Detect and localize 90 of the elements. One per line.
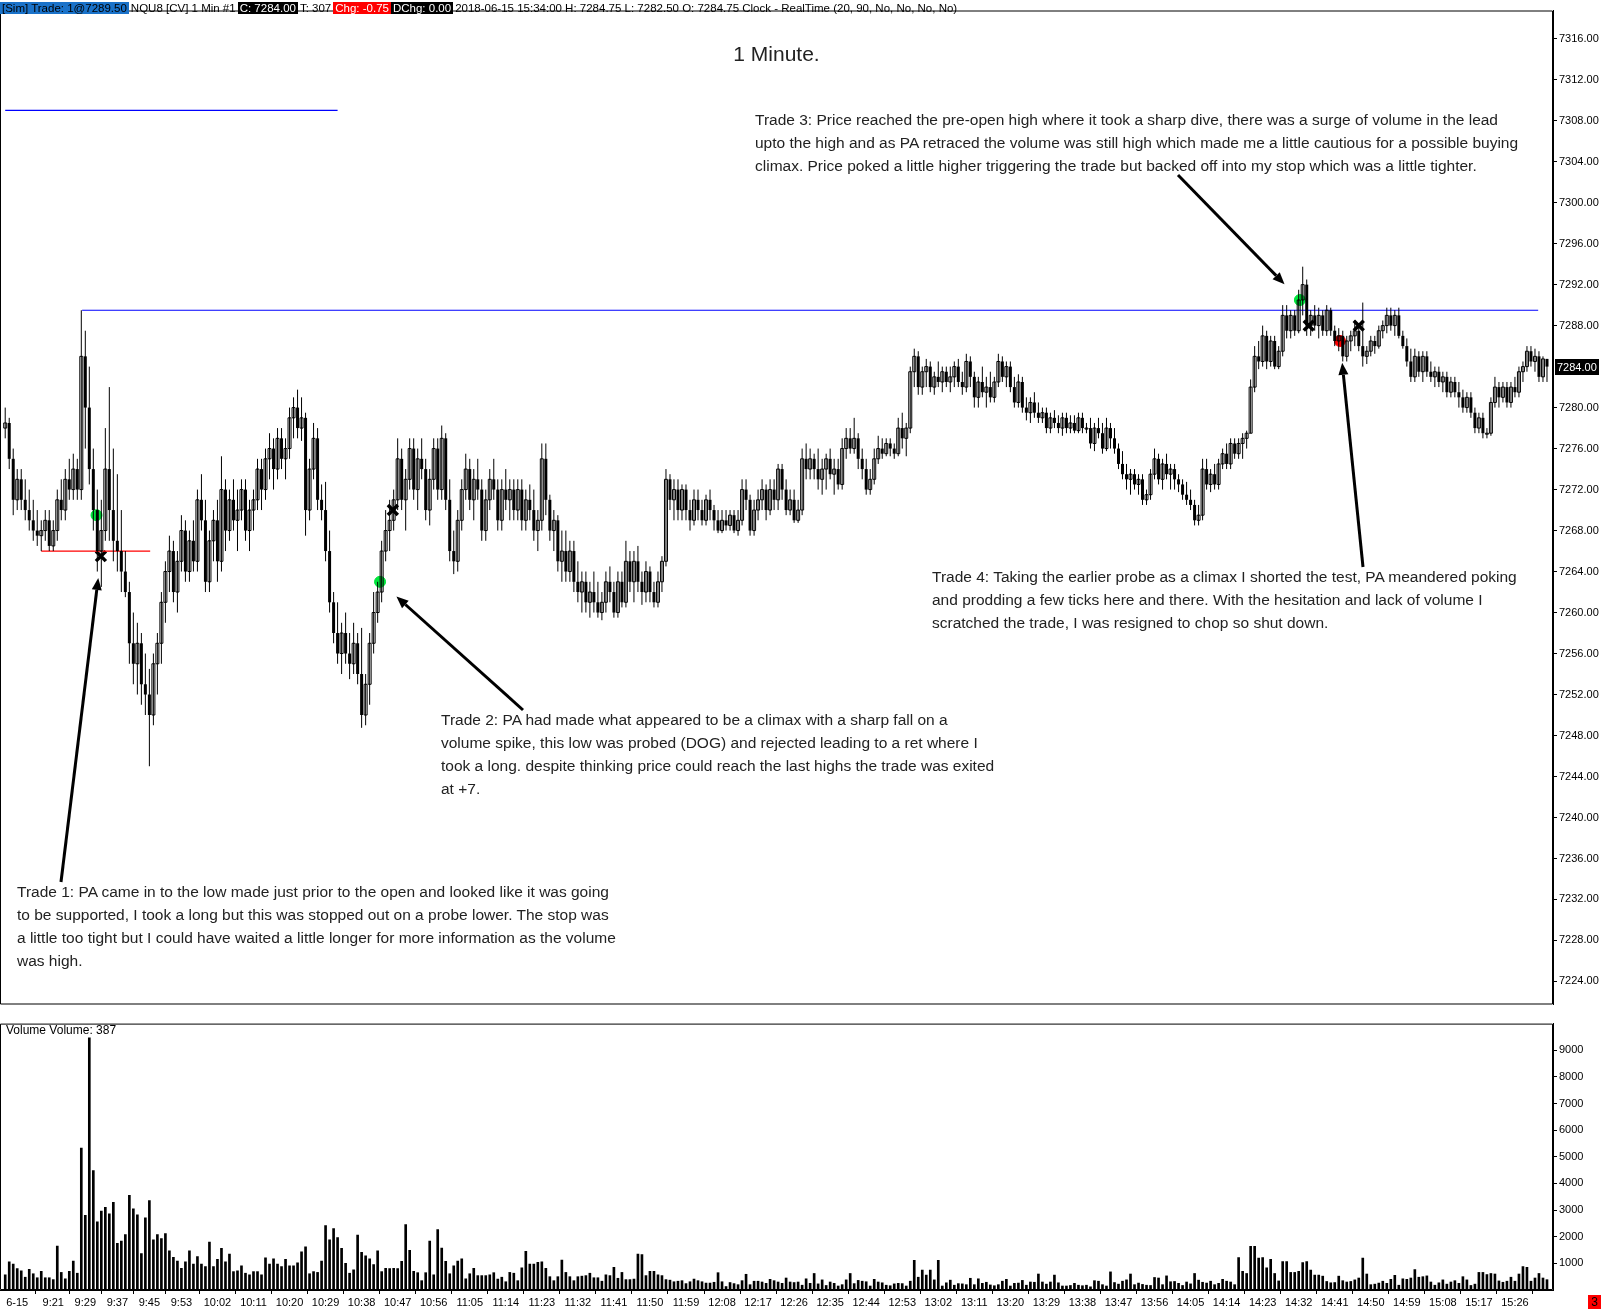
x-tick-label: 12:44	[852, 1295, 880, 1308]
annotation: C: 7284.00	[237, 2, 298, 14]
annotation: Trade 4: Taking the earlier probe as a climax I shorted the test, PA meandered poking and prodding a few ticks here and there. With the hesitation and lack of volume I scratched the trade, I was resigned to chop so shut down.	[932, 567, 1518, 633]
x-tick-label: 13:20	[996, 1295, 1025, 1308]
y-tick-label: 7268.00	[1559, 523, 1599, 536]
x-tick-label: 14:32	[1284, 1295, 1313, 1308]
annotation: Trade 3: Price reached the pre-open high where it took a sharp dive, there was a surge of volume in the lead upto the high and as PA retraced the volume was still high which made me a little cautious for a possible buying climax. Price poked a little higher triggering the trade but backed off into my stop which was a little tighter.	[755, 110, 1520, 176]
y-tick-label: 7248.00	[1559, 728, 1599, 741]
annotation: Chg: -0.75	[333, 2, 391, 14]
y-tick-label: 7308.00	[1559, 113, 1599, 126]
annotation: [Sim] Trade: 1@7289.50	[0, 2, 129, 14]
x-tick-label: 11:32	[564, 1295, 592, 1308]
y-tick-label: 2000	[1559, 1229, 1584, 1242]
x-tick-label: 9:37	[106, 1295, 129, 1308]
y-tick-label: 4000	[1559, 1176, 1584, 1189]
x-tick-label: 14:59	[1393, 1295, 1421, 1308]
x-tick-label: 11:05	[456, 1295, 484, 1308]
x-tick-label: 13:29	[1032, 1295, 1061, 1308]
x-tick-label: 14:05	[1176, 1295, 1205, 1308]
x-tick-label: 10:56	[419, 1295, 448, 1308]
y-tick-label: 7244.00	[1559, 769, 1599, 782]
x-tick-label: 10:29	[311, 1295, 340, 1308]
y-tick-label: 6000	[1559, 1123, 1584, 1136]
x-tick-label: 13:11	[960, 1295, 988, 1308]
y-tick-label: 7304.00	[1559, 154, 1599, 167]
x-tick-label: 9:53	[170, 1295, 193, 1308]
annotation: DChg: 0.00	[390, 2, 454, 14]
x-tick-label: 15:26	[1501, 1295, 1529, 1308]
x-tick-label: 10:02	[203, 1295, 232, 1308]
y-tick-label: 1000	[1559, 1256, 1584, 1269]
y-tick-label: 7300.00	[1559, 195, 1599, 208]
x-tick-label: 15:08	[1429, 1295, 1457, 1308]
y-tick-label: 7264.00	[1559, 564, 1599, 577]
x-tick-label: 11:14	[492, 1295, 520, 1308]
y-tick-label: 7316.00	[1559, 31, 1599, 44]
x-tick-label: 12:35	[816, 1295, 844, 1308]
text: 1 Minute.	[732, 42, 821, 66]
x-tick-label: 10:38	[347, 1295, 376, 1308]
y-tick-label: 7256.00	[1559, 646, 1599, 659]
annotation: T: 307	[298, 2, 333, 14]
x-tick-label: 11:50	[636, 1295, 664, 1308]
x-tick-label: 9:21	[42, 1295, 64, 1308]
x-tick-label: 9:45	[138, 1295, 161, 1308]
x-tick-label: 13:02	[924, 1295, 953, 1308]
annotation: 2018-06-15 15:34:00 H: 7284.75 L: 7282.50 O: 7284.75 Clock - RealTime (20, 90, No, No, No, No)	[454, 2, 959, 14]
y-tick-label: 3000	[1559, 1203, 1584, 1216]
y-tick-label: 7224.00	[1559, 974, 1599, 987]
y-tick-label: 7252.00	[1559, 687, 1599, 700]
x-tick-label: 10:47	[383, 1295, 412, 1308]
x-tick-label: 14:50	[1357, 1295, 1385, 1308]
y-tick-label: 9000	[1559, 1043, 1584, 1056]
x-tick-label: 6-15	[6, 1295, 29, 1308]
y-tick-label: 7228.00	[1559, 933, 1599, 946]
y-tick-label: 8000	[1559, 1069, 1584, 1082]
chart-title: Volume Volume: 387	[6, 1023, 117, 1037]
x-tick-label: 10:11	[240, 1295, 267, 1308]
x-tick-label: 11:59	[672, 1295, 700, 1308]
annotation: 7284.00	[1555, 358, 1599, 375]
annotation: NQU8 [CV] 1 Min #1	[129, 2, 237, 14]
annotation: Trade 1: PA came in to the low made just prior to the open and looked like it was going to be supported, I took a long but this was stopped out on a probe lower. The stop was a little too tight but I could have waited a little longer for more information as the volume was high.	[17, 882, 617, 971]
y-tick-label: 7000	[1559, 1096, 1584, 1109]
y-tick-label: 7296.00	[1559, 236, 1599, 249]
y-tick-label: 7260.00	[1559, 605, 1599, 618]
x-tick-label: 13:38	[1068, 1295, 1097, 1308]
y-tick-label: 7272.00	[1559, 482, 1599, 495]
y-tick-label: 7312.00	[1559, 72, 1599, 85]
x-tick-label: 11:23	[528, 1295, 556, 1308]
y-tick-label: 7276.00	[1559, 441, 1599, 454]
y-tick-label: 7288.00	[1559, 318, 1599, 331]
x-tick-label: 14:23	[1248, 1295, 1277, 1308]
x-tick-label: 12:26	[780, 1295, 808, 1308]
x-tick-label: 12:08	[708, 1295, 736, 1308]
text: 3	[1588, 1295, 1601, 1309]
y-tick-label: 7236.00	[1559, 851, 1599, 864]
x-tick-label: 10:20	[275, 1295, 304, 1308]
x-tick-label: 11:41	[600, 1295, 628, 1308]
y-tick-label: 5000	[1559, 1149, 1584, 1162]
x-tick-label: 15:17	[1465, 1295, 1493, 1308]
y-tick-label: 7232.00	[1559, 892, 1599, 905]
x-tick-label: 13:56	[1140, 1295, 1169, 1308]
y-tick-label: 7292.00	[1559, 277, 1599, 290]
x-tick-label: 14:14	[1212, 1295, 1241, 1308]
y-tick-label: 7240.00	[1559, 810, 1599, 823]
x-tick-label: 13:47	[1104, 1295, 1133, 1308]
x-tick-label: 14:41	[1320, 1295, 1349, 1308]
y-tick-label: 7280.00	[1559, 400, 1599, 413]
x-tick-label: 12:17	[744, 1295, 772, 1308]
x-tick-label: 12:53	[888, 1295, 916, 1308]
annotation: Trade 2: PA had made what appeared to be a climax with a sharp fall on a volume spike, this low was probed (DOG) and rejected leading to a ret where I took a long. despite thinking price could reach the last highs the trade was exited at +7.	[441, 710, 996, 799]
x-tick-label: 9:29	[74, 1295, 97, 1308]
